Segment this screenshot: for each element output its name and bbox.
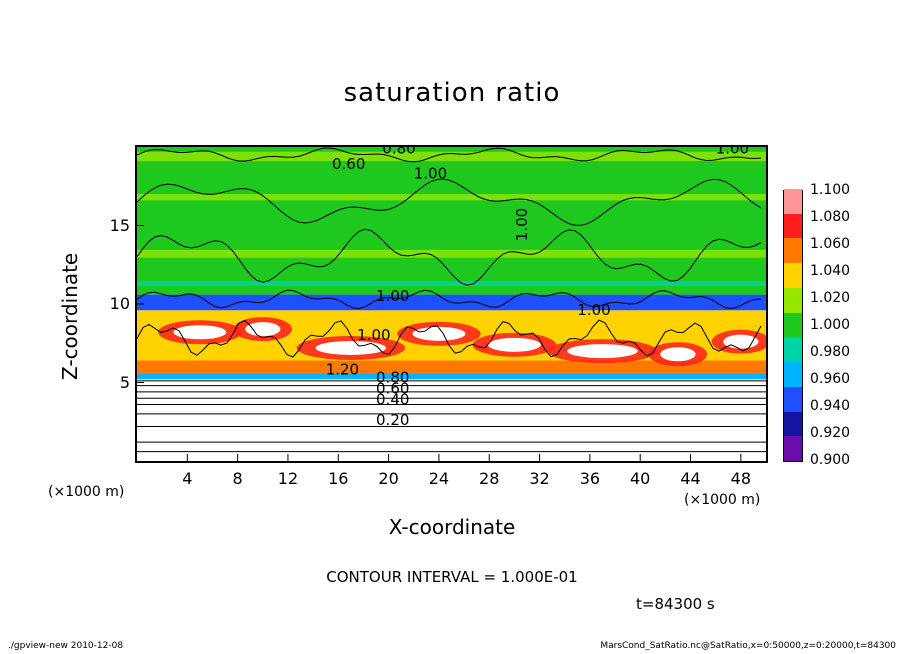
x-tick-label-8: 36 bbox=[579, 469, 601, 488]
contour-interval-label: CONTOUR INTERVAL = 1.000E-01 bbox=[326, 568, 578, 586]
colorbar-label-3: 0.960 bbox=[810, 371, 851, 387]
colorbar-label-4: 0.980 bbox=[810, 344, 851, 360]
x-tick-label-0: 4 bbox=[182, 469, 193, 488]
colorbar-label-7: 1.040 bbox=[810, 263, 851, 279]
contour-label-6: 1.00 bbox=[577, 301, 610, 319]
contour-line-wavy-1 bbox=[137, 178, 762, 226]
x-axis-label: X-coordinate bbox=[388, 515, 516, 539]
footer-right: MarsCond_SatRatio.nc@SatRatio,x=0:50000,… bbox=[600, 641, 896, 651]
x-tick-label-1: 8 bbox=[232, 469, 243, 488]
colorbar-swatch-1 bbox=[784, 411, 802, 437]
x-tick-label-9: 40 bbox=[630, 469, 651, 488]
x-tick-label-4: 20 bbox=[378, 469, 399, 488]
colorbar-label-2: 0.940 bbox=[810, 398, 851, 414]
y-axis-label: Z-coordinate bbox=[58, 252, 82, 380]
contour-label-1: 1.00 bbox=[716, 147, 749, 157]
colorbar-label-6: 1.020 bbox=[810, 290, 851, 306]
field-band-2 bbox=[137, 360, 766, 374]
colorbar-swatch-2 bbox=[784, 386, 802, 412]
contour-label-0: 0.80 bbox=[382, 147, 415, 157]
x-unit-right: (×1000 m) bbox=[684, 492, 761, 508]
contour-line-wavy-2 bbox=[137, 228, 762, 286]
colorbar-label-0: 0.900 bbox=[810, 452, 851, 468]
colorbar-swatch-6 bbox=[784, 287, 802, 313]
contour-label-9: 0.80 bbox=[376, 369, 409, 387]
contour-line-wavy-0 bbox=[137, 147, 762, 163]
white-patch-0 bbox=[173, 325, 227, 340]
field-streak-2 bbox=[137, 151, 766, 162]
colorbar-label-9: 1.080 bbox=[810, 209, 851, 225]
field-band-5 bbox=[137, 147, 766, 295]
colorbar-label-10: 1.100 bbox=[810, 182, 851, 198]
colorbar-swatch-9 bbox=[784, 213, 802, 239]
field-streak-1 bbox=[137, 194, 766, 201]
colorbar-label-1: 0.920 bbox=[810, 425, 851, 441]
chart-title: saturation ratio bbox=[343, 78, 561, 108]
x-tick-label-5: 24 bbox=[428, 469, 450, 488]
x-tick-label-3: 16 bbox=[328, 469, 349, 488]
white-patch-1 bbox=[245, 322, 281, 337]
contour-label-7: 1.00 bbox=[357, 326, 390, 344]
white-patch-7 bbox=[723, 334, 759, 349]
contour-label-5: 1.00 bbox=[376, 287, 409, 305]
footer-left: ./gpview-new 2010-12-08 bbox=[8, 641, 124, 651]
field-streak-0 bbox=[137, 249, 766, 258]
contour-label-10: 0.60 bbox=[376, 379, 409, 397]
x-tick-label-11: 48 bbox=[730, 469, 751, 488]
contour-label-3: 1.00 bbox=[414, 164, 447, 182]
colorbar-swatch-3 bbox=[784, 362, 802, 387]
colorbar-swatch-7 bbox=[784, 263, 802, 288]
plot-area: 0.80 1.00 0.60 1.00 1.00 1.00 1.00 1.00 1.20 0.80… bbox=[135, 145, 768, 463]
y-tick-label-2: 15 bbox=[109, 215, 130, 235]
contour-label-2: 0.60 bbox=[332, 155, 365, 173]
time-label: t=84300 s bbox=[636, 595, 715, 613]
white-patch-5 bbox=[567, 344, 638, 359]
field-band-1 bbox=[137, 373, 766, 380]
colorbar-swatch-0 bbox=[784, 436, 802, 461]
field-streak-3 bbox=[137, 281, 766, 286]
contour-lines bbox=[137, 147, 766, 453]
y-tick-label-1: 10 bbox=[109, 294, 130, 313]
colorbar-label-5: 1.000 bbox=[810, 317, 851, 333]
contour-line-wavy-4 bbox=[137, 319, 762, 358]
colorbar-swatch-10 bbox=[784, 189, 802, 214]
contour-label-8: 1.20 bbox=[326, 361, 359, 379]
white-patch-3 bbox=[412, 326, 466, 341]
contour-label-12: 0.20 bbox=[376, 411, 409, 429]
colorbar-swatch-5 bbox=[784, 312, 802, 338]
colorbar-swatch-8 bbox=[784, 238, 802, 264]
contour-label-4: 1.00 bbox=[513, 208, 531, 241]
contour-line-wavy-3 bbox=[137, 289, 762, 310]
x-tick-label-7: 32 bbox=[529, 469, 550, 488]
white-patch-4 bbox=[487, 337, 541, 352]
x-tick-label-6: 28 bbox=[479, 469, 500, 488]
colorbar bbox=[783, 189, 803, 462]
colorbar-swatch-4 bbox=[784, 337, 802, 363]
supersaturated-patches bbox=[158, 317, 766, 367]
field-band-0 bbox=[137, 379, 766, 461]
colorbar-label-8: 1.060 bbox=[810, 236, 851, 252]
white-patch-6 bbox=[660, 347, 696, 362]
contour-label-11: 0.40 bbox=[376, 390, 409, 408]
x-unit-left: (×1000 m) bbox=[48, 484, 125, 500]
y-tick-label-0: 5 bbox=[119, 372, 130, 392]
contour-labels: 0.80 1.00 0.60 1.00 1.00 1.00 1.00 1.00 1.20 0.80… bbox=[326, 147, 749, 429]
x-tick-label-10: 44 bbox=[680, 469, 701, 488]
x-tick-label-2: 12 bbox=[277, 469, 299, 488]
